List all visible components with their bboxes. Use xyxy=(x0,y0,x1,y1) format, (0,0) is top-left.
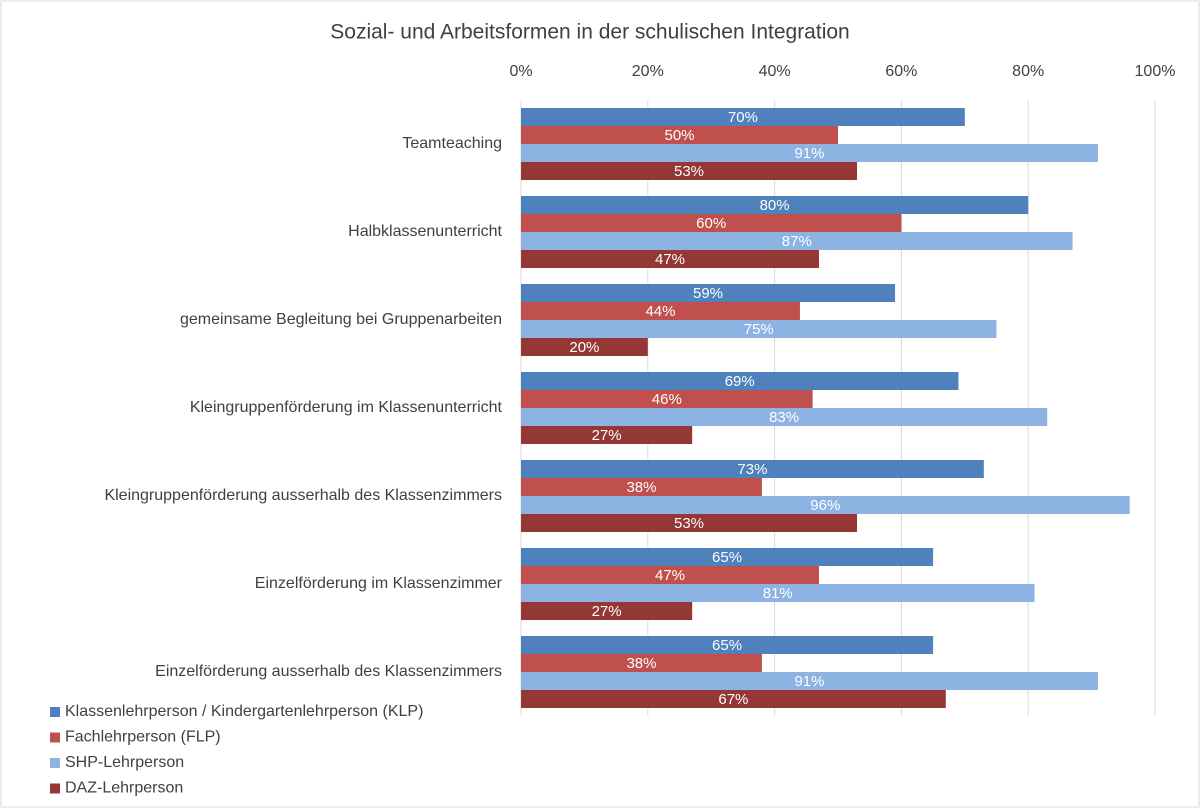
value-label: 47% xyxy=(655,251,685,268)
value-label: 91% xyxy=(794,673,824,690)
bar xyxy=(521,672,1098,690)
value-label: 65% xyxy=(712,637,742,654)
bar xyxy=(521,548,934,566)
value-label: 27% xyxy=(592,427,622,444)
bar xyxy=(521,496,1130,514)
bar xyxy=(521,232,1073,250)
value-label: 47% xyxy=(655,567,685,584)
bar xyxy=(521,162,858,180)
x-tick-label: 60% xyxy=(885,63,917,80)
bar xyxy=(521,584,1035,602)
x-tick-label: 80% xyxy=(1012,63,1044,80)
value-label: 69% xyxy=(725,373,755,390)
bar xyxy=(521,636,934,654)
value-label: 27% xyxy=(592,603,622,620)
bar xyxy=(521,514,858,532)
value-label: 87% xyxy=(782,233,812,250)
value-label: 53% xyxy=(674,515,704,532)
legend-label: Fachlehrperson (FLP) xyxy=(65,729,221,746)
y-tick-label: gemeinsame Begleitung bei Gruppenarbeite… xyxy=(180,311,502,328)
legend-swatch xyxy=(50,783,60,794)
value-label: 46% xyxy=(652,391,682,408)
bar xyxy=(521,408,1048,426)
bar xyxy=(521,426,693,444)
value-label: 44% xyxy=(645,303,675,320)
bar xyxy=(521,372,959,390)
bar xyxy=(521,566,819,584)
bar xyxy=(521,602,693,620)
bar xyxy=(521,654,762,672)
value-label: 80% xyxy=(760,197,790,214)
x-tick-label: 0% xyxy=(509,63,532,80)
bar xyxy=(521,144,1098,162)
legend-swatch xyxy=(50,732,60,743)
value-label: 70% xyxy=(728,109,758,126)
value-label: 38% xyxy=(626,655,656,672)
legend-label: SHP-Lehrperson xyxy=(65,754,184,771)
x-tick-label: 100% xyxy=(1135,63,1176,80)
value-label: 73% xyxy=(737,461,767,478)
value-label: 81% xyxy=(763,585,793,602)
legend-swatch xyxy=(50,758,60,768)
value-label: 67% xyxy=(718,691,748,708)
y-tick-label: Teamteaching xyxy=(402,135,502,152)
value-label: 91% xyxy=(794,145,824,162)
x-tick-label: 20% xyxy=(632,63,664,80)
x-tick-label: 40% xyxy=(759,63,791,80)
legend-label: DAZ-Lehrperson xyxy=(65,780,183,797)
bar xyxy=(521,690,946,708)
value-label: 38% xyxy=(626,479,656,496)
value-label: 96% xyxy=(810,497,840,514)
value-label: 75% xyxy=(744,321,774,338)
bar xyxy=(521,214,902,232)
y-tick-label: Kleingruppenförderung ausserhalb des Kla… xyxy=(104,487,502,504)
value-label: 53% xyxy=(674,163,704,180)
bar xyxy=(521,250,819,268)
value-label: 59% xyxy=(693,285,723,302)
bar xyxy=(521,338,648,356)
value-label: 60% xyxy=(696,215,726,232)
legend-label: Klassenlehrperson / Kindergartenlehrpers… xyxy=(65,703,423,720)
legend-swatch xyxy=(50,707,60,717)
bar xyxy=(521,196,1029,214)
bar xyxy=(521,302,800,320)
y-tick-label: Einzelförderung ausserhalb des Klassenzi… xyxy=(155,663,502,680)
y-tick-label: Halbklassenunterricht xyxy=(348,223,502,240)
value-label: 65% xyxy=(712,549,742,566)
value-label: 50% xyxy=(664,127,694,144)
bar xyxy=(521,284,896,302)
bar xyxy=(521,126,838,144)
bar xyxy=(521,390,813,408)
value-label: 83% xyxy=(769,409,799,426)
bar xyxy=(521,478,762,496)
bar xyxy=(521,320,997,338)
y-tick-label: Kleingruppenförderung im Klassenunterric… xyxy=(190,399,503,416)
chart-title: Sozial- und Arbeitsformen in der schulis… xyxy=(330,21,849,44)
bar xyxy=(521,108,965,126)
y-tick-label: Einzelförderung im Klassenzimmer xyxy=(255,575,503,592)
bar xyxy=(521,460,984,478)
value-label: 20% xyxy=(569,339,599,356)
